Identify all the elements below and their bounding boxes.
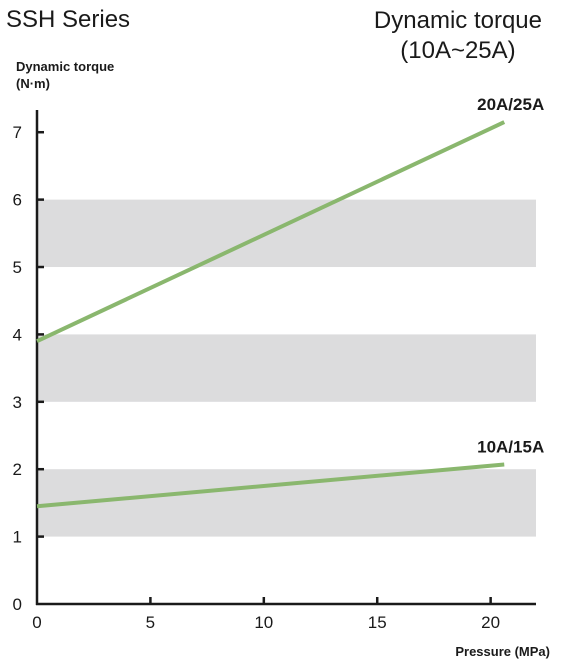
x-axis-label: Pressure (MPa) (455, 644, 550, 659)
shaded-band-0 (37, 469, 536, 537)
y-axis-label: Dynamic torque (N·m) (16, 58, 114, 92)
y-tick-label: 4 (13, 325, 22, 344)
y-tick-label: 6 (13, 191, 22, 210)
x-tick-label: 15 (368, 613, 387, 632)
y-tick-label: 1 (13, 528, 22, 547)
x-tick-label: 0 (32, 613, 41, 632)
series-line-20a-25a (36, 120, 506, 343)
y-tick-label: 3 (13, 393, 22, 412)
chart-title-line1: Dynamic torque (373, 7, 542, 34)
x-tick-label: 20 (481, 613, 500, 632)
series-label-20a-25a: 20A/25A (477, 95, 544, 114)
y-axis-label-line2: (N·m) (16, 76, 50, 91)
y-tick-label: 5 (13, 258, 22, 277)
shaded-band-2 (37, 199, 536, 268)
chart-title: Dynamic torque (10A~25A) (374, 6, 542, 66)
x-tick-label: 10 (254, 613, 273, 632)
series-title: SSH Series (6, 6, 131, 33)
y-axis-label-line1: Dynamic torque (16, 59, 115, 74)
series-line-10a-15a (36, 462, 505, 509)
x-tick-label: 5 (146, 613, 155, 632)
y-tick-label: 0 (13, 595, 22, 614)
series-label-10a-15a: 10A/15A (477, 437, 544, 456)
shaded-band-1 (37, 334, 536, 402)
y-tick-label: 7 (13, 123, 22, 142)
y-tick-label: 2 (13, 460, 22, 479)
chart-title-line2: (10A~25A) (400, 37, 516, 64)
